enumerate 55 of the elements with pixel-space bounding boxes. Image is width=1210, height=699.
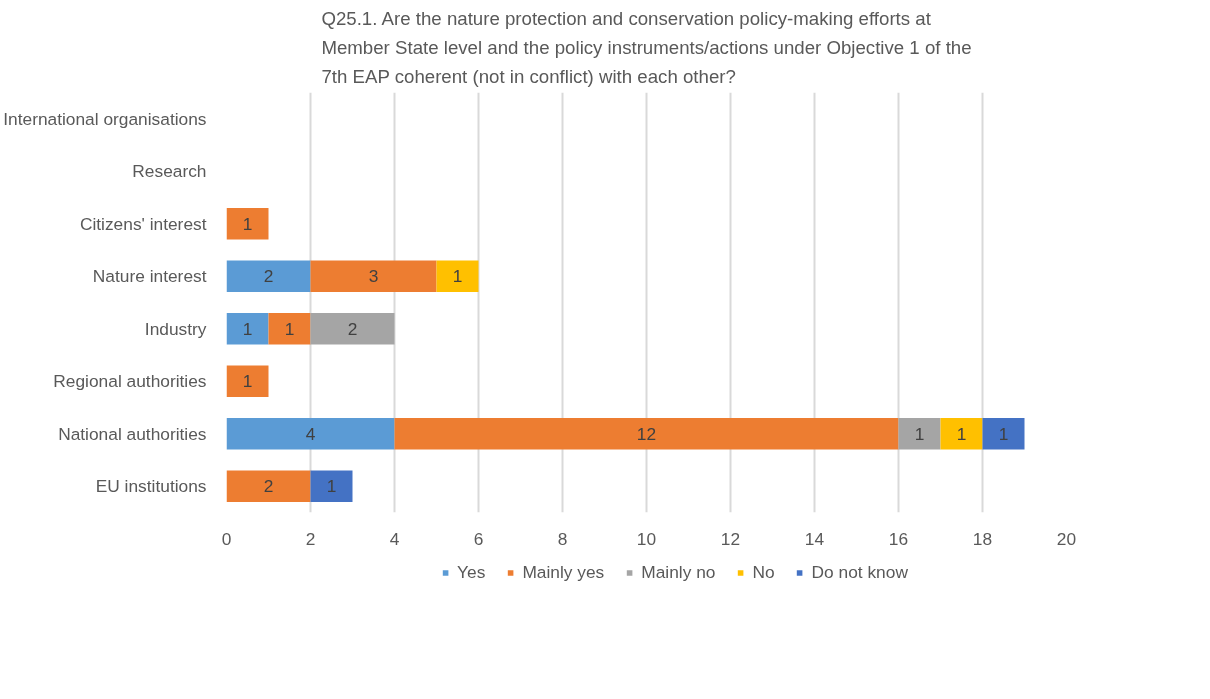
bar <box>226 313 269 345</box>
y-tick-label: International organisations <box>3 108 207 129</box>
data-label: 4 <box>305 423 316 444</box>
bar <box>226 365 269 397</box>
y-tick-label: National authorities <box>58 423 207 444</box>
y-tick-label: Citizens' interest <box>79 213 207 234</box>
bar <box>226 418 395 450</box>
data-label: 1 <box>242 371 253 392</box>
x-tick-label: 12 <box>720 528 741 549</box>
x-tick-label: 20 <box>1056 528 1077 549</box>
bar <box>226 208 269 240</box>
y-tick-label: Nature interest <box>92 266 207 287</box>
data-label: 1 <box>998 423 1009 444</box>
x-tick-label: 0 <box>221 528 232 549</box>
data-label: 1 <box>452 266 463 287</box>
bar <box>226 470 311 502</box>
legend-label: Mainly yes <box>522 561 605 583</box>
data-label: 1 <box>956 423 967 444</box>
y-tick-label: Regional authorities <box>53 371 207 392</box>
data-label: 1 <box>326 476 337 497</box>
bar <box>436 260 479 292</box>
x-tick-label: 2 <box>305 528 316 549</box>
x-tick-label: 4 <box>389 528 400 549</box>
bar <box>268 313 311 345</box>
bar <box>394 418 899 450</box>
x-tick-label: 10 <box>636 528 657 549</box>
bar <box>940 418 983 450</box>
chart-title: Q25.1. Are the nature protection and conservation policy-making efforts at Member State level and the policy instruments/actions under Objective 1 of the 7th EAP coherent (not in conflict) with each other? <box>321 7 972 88</box>
legend-label: Do not know <box>811 561 908 583</box>
legend-label: Yes <box>457 561 486 583</box>
bar <box>310 260 437 292</box>
data-label: 1 <box>914 423 925 444</box>
x-tick-label: 6 <box>473 528 484 549</box>
data-label: 1 <box>284 318 295 339</box>
x-tick-label: 8 <box>557 528 568 549</box>
data-label: 2 <box>263 266 274 287</box>
bar <box>982 418 1025 450</box>
bar <box>310 470 353 502</box>
data-label: 1 <box>242 213 253 234</box>
data-label: 2 <box>263 476 274 497</box>
bar <box>310 313 395 345</box>
legend-label: No <box>752 561 775 583</box>
data-label: 2 <box>347 318 358 339</box>
x-tick-label: 18 <box>972 528 993 549</box>
data-label: 3 <box>368 266 379 287</box>
data-label: 1 <box>242 318 253 339</box>
y-tick-label: Research <box>132 161 207 182</box>
x-tick-label: 16 <box>888 528 909 549</box>
bar <box>226 260 311 292</box>
bar <box>898 418 941 450</box>
y-tick-label: Industry <box>144 318 207 339</box>
x-tick-label: 14 <box>804 528 825 549</box>
data-label: 12 <box>636 423 657 444</box>
y-tick-label: EU institutions <box>95 476 207 497</box>
legend-label: Mainly no <box>641 561 716 583</box>
